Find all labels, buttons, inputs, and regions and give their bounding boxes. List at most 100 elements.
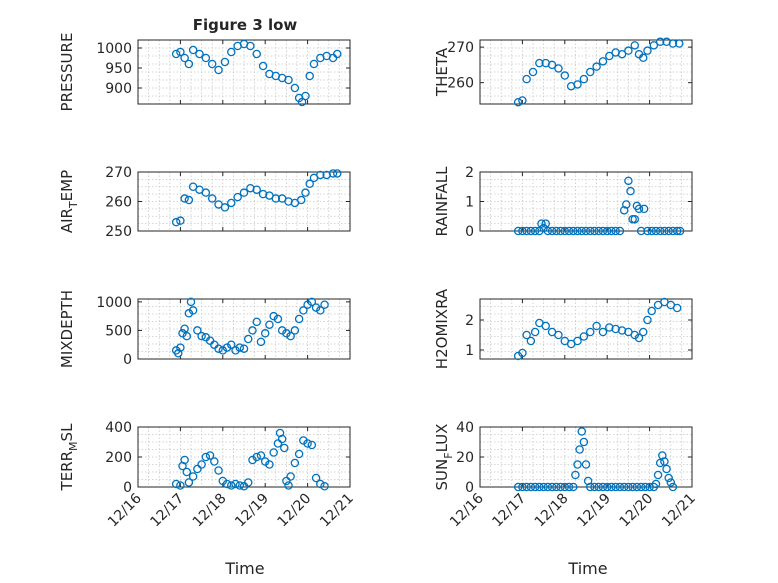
data-point bbox=[233, 192, 242, 202]
data-point bbox=[188, 45, 198, 55]
data-point bbox=[639, 204, 649, 214]
data-point bbox=[552, 482, 561, 492]
data-point bbox=[518, 348, 527, 358]
data-point bbox=[246, 41, 255, 51]
data-point bbox=[522, 482, 531, 492]
data-point bbox=[594, 482, 603, 492]
data-point bbox=[554, 64, 563, 73]
data-point bbox=[269, 311, 278, 321]
data-point bbox=[333, 169, 342, 178]
data-point bbox=[284, 481, 293, 490]
data-point bbox=[636, 482, 646, 492]
data-point bbox=[205, 451, 215, 460]
subplot-sun-flux: 0 20 40 12/16 12/17 12/18 12/19 12/20 12/21 SUNFL… bbox=[433, 420, 699, 530]
data-point bbox=[176, 216, 185, 225]
data-point bbox=[662, 464, 671, 474]
data-point bbox=[655, 37, 665, 47]
y-tick-label: 1 bbox=[465, 343, 474, 359]
data-point bbox=[579, 332, 589, 341]
data-point bbox=[222, 479, 232, 489]
data-point bbox=[309, 59, 319, 69]
axes-box bbox=[479, 298, 693, 360]
y-tick-label: 1000 bbox=[96, 295, 132, 311]
data-point bbox=[220, 203, 230, 212]
data-point bbox=[579, 74, 589, 84]
data-point bbox=[258, 61, 268, 71]
data-point bbox=[186, 297, 196, 307]
data-point bbox=[290, 83, 300, 93]
data-point bbox=[651, 479, 661, 489]
data-point bbox=[227, 481, 236, 490]
data-point bbox=[607, 482, 616, 492]
data-point bbox=[598, 57, 608, 66]
data-point bbox=[243, 334, 253, 344]
y-axis-label: TERRMSL bbox=[58, 423, 80, 492]
data-point bbox=[577, 427, 587, 436]
data-point bbox=[201, 452, 211, 462]
data-point bbox=[282, 329, 291, 338]
y-tick-label: 270 bbox=[447, 40, 474, 56]
data-point bbox=[248, 326, 257, 335]
data-point bbox=[239, 344, 249, 353]
y-tick-label: 1 bbox=[465, 195, 474, 211]
data-point bbox=[554, 330, 563, 340]
data-point bbox=[193, 326, 202, 335]
data-point bbox=[178, 329, 187, 338]
data-point bbox=[619, 482, 629, 492]
data-point bbox=[231, 346, 240, 355]
data-point bbox=[197, 331, 206, 341]
y-tick-label: 40 bbox=[456, 420, 474, 436]
y-tick-label: 270 bbox=[105, 165, 132, 181]
data-point bbox=[626, 186, 635, 196]
data-point bbox=[528, 67, 538, 77]
y-axis-label: AIRTEMP bbox=[58, 170, 80, 233]
data-point bbox=[649, 41, 659, 50]
data-point bbox=[328, 169, 338, 178]
data-point bbox=[316, 479, 325, 489]
figure-title: Figure 3 low bbox=[193, 16, 298, 34]
data-point bbox=[171, 479, 181, 489]
data-point bbox=[660, 226, 669, 236]
data-point bbox=[638, 53, 648, 63]
data-point bbox=[513, 97, 523, 107]
data-point bbox=[218, 346, 228, 355]
data-point bbox=[513, 226, 523, 236]
data-point bbox=[541, 219, 550, 228]
subplot-air-temp: 250 260 270 AIRTEMP bbox=[58, 165, 351, 240]
data-point bbox=[320, 481, 329, 491]
data-point bbox=[256, 337, 266, 347]
data-point bbox=[333, 49, 342, 59]
x-tick-label: 12/19 bbox=[574, 491, 614, 531]
data-point bbox=[305, 71, 314, 81]
data-point bbox=[638, 327, 648, 337]
data-point bbox=[220, 57, 230, 67]
y-tick-label: 900 bbox=[105, 81, 132, 97]
data-point bbox=[277, 326, 287, 335]
data-point bbox=[227, 47, 236, 57]
data-point bbox=[643, 46, 652, 55]
data-point bbox=[273, 439, 283, 448]
data-point bbox=[174, 349, 183, 358]
data-point bbox=[585, 327, 595, 337]
data-point bbox=[571, 470, 580, 480]
x-tick-label: 12/17 bbox=[489, 491, 529, 531]
axes-box bbox=[479, 39, 693, 105]
data-point bbox=[235, 481, 245, 490]
data-point bbox=[560, 71, 570, 80]
data-point bbox=[299, 306, 308, 315]
data-point bbox=[303, 300, 312, 309]
data-point bbox=[280, 443, 289, 453]
data-point bbox=[316, 306, 325, 315]
data-point bbox=[286, 472, 295, 481]
data-point bbox=[615, 226, 625, 236]
y-tick-label: 1000 bbox=[96, 41, 132, 57]
data-point bbox=[180, 455, 189, 465]
x-tick-label: 12/16 bbox=[447, 490, 487, 530]
data-point bbox=[660, 457, 669, 466]
data-point bbox=[290, 458, 300, 468]
y-axis-label: THETA bbox=[433, 47, 451, 97]
data-point bbox=[252, 317, 261, 327]
data-point bbox=[547, 226, 557, 236]
data-point bbox=[176, 481, 185, 490]
data-point bbox=[664, 226, 673, 236]
